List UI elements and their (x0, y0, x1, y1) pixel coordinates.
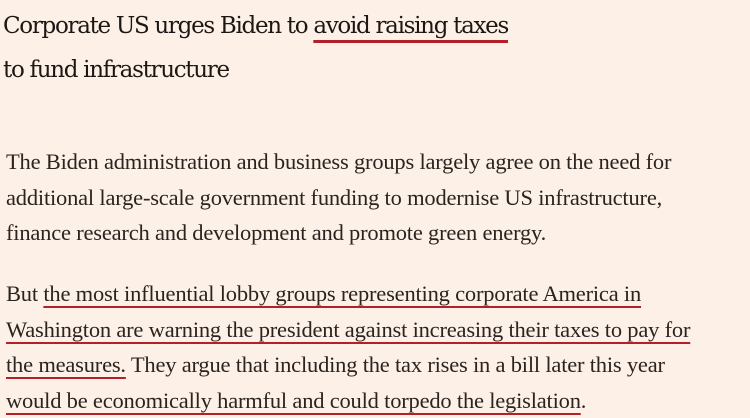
article-headline: Corporate US urges Biden to avoid raisin… (3, 4, 748, 92)
paragraph-line: But the most influential lobby groups re… (6, 276, 748, 312)
paragraph-line: the measures. They argue that including … (6, 347, 748, 383)
headline-underlined-phrase: avoid raising taxes (313, 13, 508, 39)
article-paragraph-1: The Biden administration and business gr… (6, 144, 748, 251)
paragraph-line: additional large-scale government fundin… (6, 180, 748, 216)
headline-text: Corporate US urges Biden to (3, 13, 313, 39)
paragraph-line: would be economically harmful and could … (6, 383, 748, 418)
underlined-passage: would be economically harmful and could … (6, 388, 581, 413)
headline-line-1: Corporate US urges Biden to avoid raisin… (3, 4, 748, 48)
paragraph-text: But (6, 281, 43, 306)
paragraph-text: . (581, 388, 586, 413)
underlined-passage: the measures. (6, 352, 126, 377)
paragraph-text: They argue that including the tax rises … (126, 352, 665, 377)
underlined-passage: Washington are warning the president aga… (6, 317, 690, 342)
article-paragraph-2: But the most influential lobby groups re… (6, 276, 748, 418)
headline-line-2: to fund infrastructure (3, 48, 748, 92)
paragraph-line: finance research and development and pro… (6, 215, 748, 251)
underlined-passage: the most influential lobby groups repres… (43, 281, 641, 306)
paragraph-line: Washington are warning the president aga… (6, 312, 748, 348)
paragraph-line: The Biden administration and business gr… (6, 144, 748, 180)
